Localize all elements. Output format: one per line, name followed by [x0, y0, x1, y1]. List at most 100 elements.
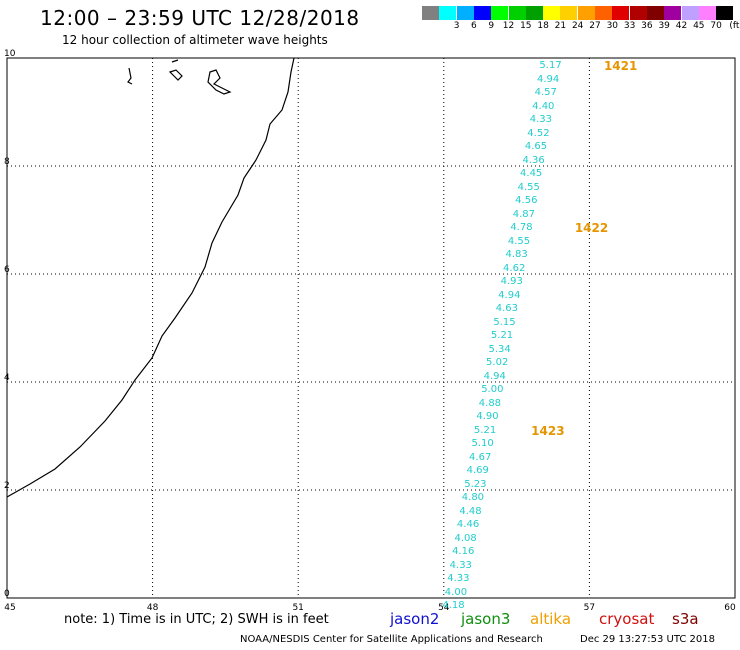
swh-value: 4.88	[478, 397, 502, 409]
scale-label: 45	[693, 21, 705, 31]
swh-value: 4.33	[449, 559, 472, 571]
lat-label: 2	[4, 481, 10, 491]
swh-value: 4.55	[517, 181, 540, 193]
scale-label: 39	[658, 21, 670, 31]
swh-value: 5.21	[473, 424, 497, 436]
rev-number-label: 1423	[531, 423, 565, 438]
map-frame	[6, 57, 736, 599]
satellite-label-jason3: jason3	[461, 610, 511, 628]
island-outline	[207, 69, 232, 95]
swh-value: 4.93	[500, 276, 523, 288]
swh-value: 5.17	[539, 60, 562, 72]
swh-value: 4.52	[527, 127, 550, 139]
lat-label: 8	[4, 157, 10, 167]
swh-value: 4.90	[476, 411, 499, 423]
swh-value: 4.33	[529, 114, 552, 126]
swh-value: 4.67	[469, 451, 492, 463]
lat-label: 10	[4, 49, 16, 59]
swh-value: 4.65	[524, 141, 548, 153]
island-outline	[127, 67, 133, 85]
island-outline	[168, 59, 183, 81]
scale-swatch	[525, 6, 543, 20]
scale-unit: (ft)	[729, 21, 740, 31]
swh-value: 4.40	[532, 100, 555, 112]
footer-timestamp: Dec 29 13:27:53 UTC 2018	[580, 634, 715, 645]
scale-swatch	[422, 6, 439, 20]
scale-swatch	[698, 6, 716, 20]
swh-value: 4.80	[461, 492, 485, 504]
swh-value: 4.08	[454, 532, 477, 544]
scale-swatch	[664, 6, 682, 20]
swh-value: 5.34	[488, 343, 511, 355]
satellite-label-s3a: s3a	[672, 610, 699, 628]
scale-label: 12	[502, 21, 515, 31]
swh-value: 4.48	[459, 505, 482, 517]
swh-value: 4.18	[442, 600, 465, 612]
scale-swatch	[612, 6, 630, 20]
coastline	[6, 57, 295, 498]
rev-number-label: 1422	[574, 221, 609, 236]
swh-value: 4.69	[466, 465, 489, 477]
scale-swatch	[456, 6, 474, 20]
swh-value: 4.16	[452, 546, 475, 558]
swh-value: 4.94	[537, 73, 560, 85]
lon-label: 48	[146, 603, 159, 613]
scale-swatch	[473, 6, 491, 20]
swh-value: 4.55	[507, 235, 531, 247]
swh-value: 5.23	[464, 478, 487, 490]
scale-label: 9	[488, 21, 495, 31]
swh-value: 5.00	[481, 384, 504, 396]
note-text: note: 1) Time is in UTC; 2) SWH is in fe…	[64, 612, 329, 627]
scale-label: 18	[537, 21, 549, 31]
lon-label: 45	[4, 603, 16, 613]
scale-swatch	[491, 6, 509, 20]
satellite-label-altika: altika	[530, 610, 572, 628]
scale-label: 15	[520, 21, 532, 31]
scale-swatch	[439, 6, 457, 20]
lon-label: 51	[292, 603, 304, 613]
lon-label: 60	[724, 603, 736, 613]
scale-label: 21	[554, 21, 567, 31]
swh-value: 4.46	[456, 519, 480, 531]
scale-label: 3	[453, 21, 460, 31]
map-subtitle: 12 hour collection of altimeter wave hei…	[62, 33, 328, 47]
scale-swatch	[646, 6, 664, 20]
scale-label: 70	[710, 21, 722, 31]
scale-swatch	[595, 6, 612, 20]
swh-value: 5.10	[471, 438, 494, 450]
lat-label: 0	[4, 589, 10, 599]
lat-label: 4	[4, 373, 10, 383]
grid-lines	[7, 58, 735, 598]
scale-label: 36	[641, 21, 653, 31]
footer-source: NOAA/NESDIS Center for Satellite Applica…	[240, 634, 543, 645]
lon-label: 54	[438, 603, 450, 613]
swh-value: 4.63	[495, 303, 519, 315]
somalia-coastline	[6, 57, 295, 498]
swh-value: 4.36	[522, 154, 545, 166]
satellite-label-jason2: jason2	[390, 610, 440, 628]
scale-label: 42	[675, 21, 688, 31]
swh-value: 4.33	[447, 573, 470, 585]
lat-label: 6	[4, 265, 10, 275]
swh-value: 5.15	[493, 316, 516, 328]
swh-value: 4.94	[498, 289, 521, 301]
scale-swatch	[629, 6, 647, 20]
swh-value: 4.56	[515, 195, 538, 207]
lon-label: 57	[583, 603, 596, 613]
scale-label: 30	[606, 21, 619, 31]
rev-number-label: 1421	[603, 59, 638, 74]
swh-value: 4.00	[444, 586, 468, 598]
swh-value: 4.62	[503, 262, 526, 274]
scale-label: 27	[589, 21, 601, 31]
swh-value: 5.21	[490, 330, 514, 342]
scale-swatch	[681, 6, 699, 20]
swh-value: 4.87	[512, 208, 536, 220]
scale-swatch	[508, 6, 526, 20]
scale-swatch	[543, 6, 561, 20]
swh-value: 4.83	[505, 249, 528, 261]
scale-swatch	[716, 6, 734, 20]
scale-label: 33	[623, 21, 636, 31]
satellite-label-cryosat: cryosat	[599, 610, 655, 628]
swh-value: 4.94	[483, 370, 506, 382]
